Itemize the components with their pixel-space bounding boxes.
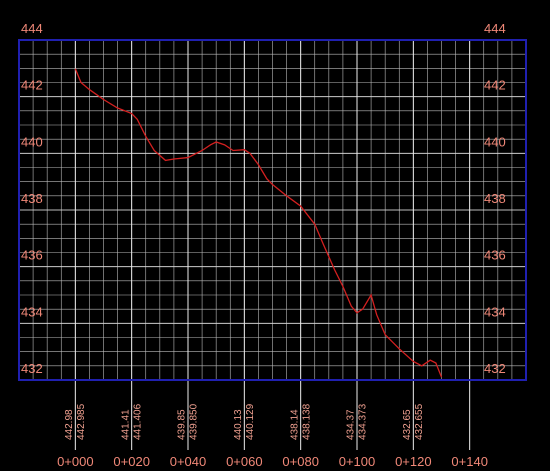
y-tick-label-right: 432 — [484, 361, 506, 376]
x-tick-label: 0+020 — [113, 454, 150, 469]
y-tick-label: 444 — [21, 21, 43, 36]
table-value: 439.85 — [177, 409, 188, 440]
table-value: 441.41 — [120, 409, 131, 440]
y-tick-label: 432 — [21, 361, 43, 376]
y-tick-label-right: 438 — [484, 191, 506, 206]
y-tick-label-right: 434 — [484, 304, 506, 319]
table-value: 442.985 — [76, 403, 87, 440]
table-value: 438.138 — [301, 403, 312, 440]
y-tick-label-right: 436 — [484, 248, 506, 263]
x-tick-label: 0+040 — [170, 454, 207, 469]
table-value: 432.655 — [414, 403, 425, 440]
table-value: 441.406 — [132, 403, 143, 440]
y-tick-label: 434 — [21, 304, 43, 319]
y-tick-label: 438 — [21, 191, 43, 206]
y-tick-label-right: 442 — [484, 78, 506, 93]
y-tick-label: 442 — [21, 78, 43, 93]
plot-border — [18, 39, 527, 381]
y-tick-label: 436 — [21, 248, 43, 263]
x-tick-label: 0+000 — [57, 454, 94, 469]
table-value: 434.373 — [358, 403, 369, 440]
table-value: 439.850 — [189, 403, 200, 440]
table-value: 440.129 — [245, 403, 256, 440]
table-value: 438.14 — [289, 409, 300, 440]
table-value: 440.13 — [233, 409, 244, 440]
table-value: 434.37 — [346, 409, 357, 440]
y-tick-label-right: 444 — [484, 21, 506, 36]
x-tick-label: 0+120 — [395, 454, 432, 469]
y-tick-label: 440 — [21, 134, 43, 149]
x-tick-label: 0+100 — [339, 454, 376, 469]
x-tick-label: 0+060 — [226, 454, 263, 469]
x-tick-label: 0+080 — [282, 454, 319, 469]
y-tick-label-right: 440 — [484, 134, 506, 149]
table-value: 432.65 — [402, 409, 413, 440]
profile-line — [74, 68, 443, 378]
table-value: 442.98 — [64, 409, 75, 440]
x-tick-label: 0+140 — [451, 454, 488, 469]
